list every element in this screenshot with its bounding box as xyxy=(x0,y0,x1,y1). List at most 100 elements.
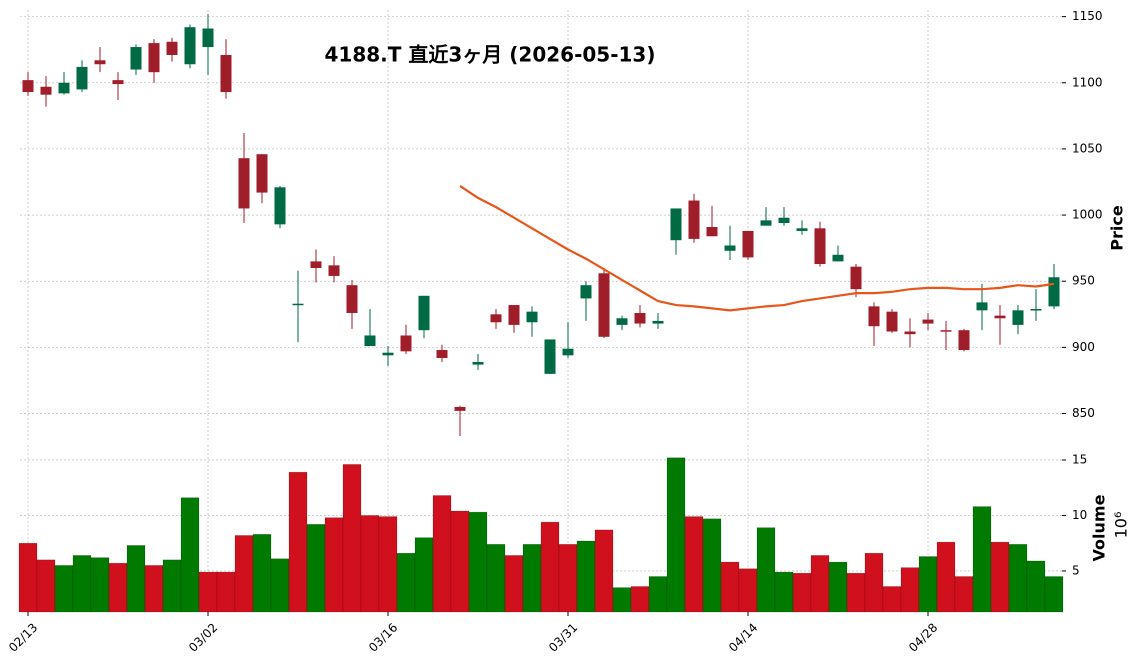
volume-bar xyxy=(846,572,866,613)
candle-body xyxy=(616,318,628,325)
volume-bar xyxy=(864,552,884,613)
volume-bar xyxy=(270,558,290,613)
candle-body xyxy=(796,228,808,231)
volume-bar xyxy=(36,559,56,613)
volume-bar xyxy=(666,457,686,613)
x-tick-label: 03/31 xyxy=(546,620,580,654)
volume-bar xyxy=(900,567,920,613)
candle-body xyxy=(418,295,430,331)
volume-bar xyxy=(522,544,542,613)
candle-body xyxy=(274,187,286,225)
volume-bar xyxy=(144,565,164,613)
y-tick-label: 1000 xyxy=(1072,208,1103,222)
candle-body xyxy=(634,312,646,324)
candle-body xyxy=(112,80,124,85)
candle-body xyxy=(436,350,448,358)
volume-bar xyxy=(450,510,470,613)
candle-body xyxy=(382,352,394,356)
volume-bar xyxy=(360,515,380,613)
volume-bar xyxy=(432,495,452,613)
volume-bar xyxy=(972,506,992,613)
candle-body xyxy=(22,80,34,93)
volume-bar xyxy=(702,518,722,613)
volume-bar xyxy=(288,471,308,613)
volume-bar xyxy=(774,571,794,613)
volume-bar xyxy=(414,537,434,613)
volume-bar xyxy=(756,527,776,613)
candle-body xyxy=(724,245,736,251)
volume-bar xyxy=(630,586,650,613)
volume-bar xyxy=(234,535,254,613)
volume-bar xyxy=(612,587,632,613)
candle-body xyxy=(544,339,556,374)
volume-bar xyxy=(162,559,182,613)
volume-bar xyxy=(738,568,758,613)
volume-bar xyxy=(54,565,74,613)
candle-body xyxy=(220,54,232,93)
candle-body xyxy=(40,86,52,95)
candle-body xyxy=(472,361,484,365)
candle-body xyxy=(490,314,502,323)
candle-body xyxy=(328,265,340,276)
candle-body xyxy=(238,158,250,209)
volume-bar xyxy=(216,571,236,613)
candle-body xyxy=(652,320,664,324)
candle-body xyxy=(526,311,538,323)
chart-title: 4188.T 直近3ヶ月 (2026-05-13) xyxy=(325,43,656,67)
candle-body xyxy=(994,315,1006,319)
candle-body xyxy=(976,302,988,311)
candle-body xyxy=(850,266,862,290)
candle-body xyxy=(778,217,790,224)
candle-body xyxy=(814,228,826,265)
volume-bar xyxy=(810,555,830,613)
candle-body xyxy=(76,66,88,90)
volume-bar xyxy=(1008,544,1028,613)
candle-body xyxy=(364,335,376,347)
candle-body xyxy=(202,28,214,48)
y-tick-label: 1100 xyxy=(1072,75,1103,89)
volume-bar xyxy=(954,576,974,613)
candle-body xyxy=(256,154,268,193)
candle-body xyxy=(1030,309,1042,311)
volume-bar xyxy=(684,516,704,613)
volume-bar xyxy=(306,524,326,613)
candle-body xyxy=(598,273,610,337)
y-tick-label: 5 xyxy=(1072,563,1080,577)
y-tick-label: 950 xyxy=(1072,274,1095,288)
x-tick-label: 02/13 xyxy=(6,620,40,654)
candle-body xyxy=(1012,310,1024,325)
volume-bar xyxy=(18,542,38,613)
volume-bar xyxy=(396,552,416,613)
volume-bar xyxy=(720,561,740,613)
volume-bar xyxy=(558,544,578,613)
candle-body xyxy=(688,200,700,239)
volume-bar xyxy=(882,586,902,613)
y-tick-label: 900 xyxy=(1072,340,1095,354)
candle-body xyxy=(148,43,160,73)
candle-body xyxy=(346,285,358,313)
volume-bar xyxy=(180,497,200,613)
candle-body xyxy=(886,311,898,332)
volume-bar xyxy=(1044,576,1064,613)
x-tick-label: 04/14 xyxy=(726,620,760,654)
volume-bar xyxy=(198,571,218,613)
volume-bar xyxy=(648,576,668,613)
candle-body xyxy=(832,254,844,262)
y-tick-label: 10 xyxy=(1072,508,1087,522)
volume-bar xyxy=(828,561,848,613)
volume-bar xyxy=(486,544,506,613)
volume-bar xyxy=(594,529,614,613)
candle-body xyxy=(94,60,106,65)
candle-body xyxy=(670,208,682,241)
candle-body xyxy=(904,331,916,335)
candle-body xyxy=(958,330,970,351)
candle-body xyxy=(130,47,142,70)
volume-bar xyxy=(342,464,362,613)
y-tick-label: 15 xyxy=(1072,452,1087,466)
volume-bar xyxy=(90,557,110,613)
y-tick-label: 1050 xyxy=(1072,141,1103,155)
candle-body xyxy=(760,220,772,226)
volume-bar xyxy=(378,516,398,613)
volume-bar xyxy=(126,545,146,613)
candle-body xyxy=(310,261,322,268)
